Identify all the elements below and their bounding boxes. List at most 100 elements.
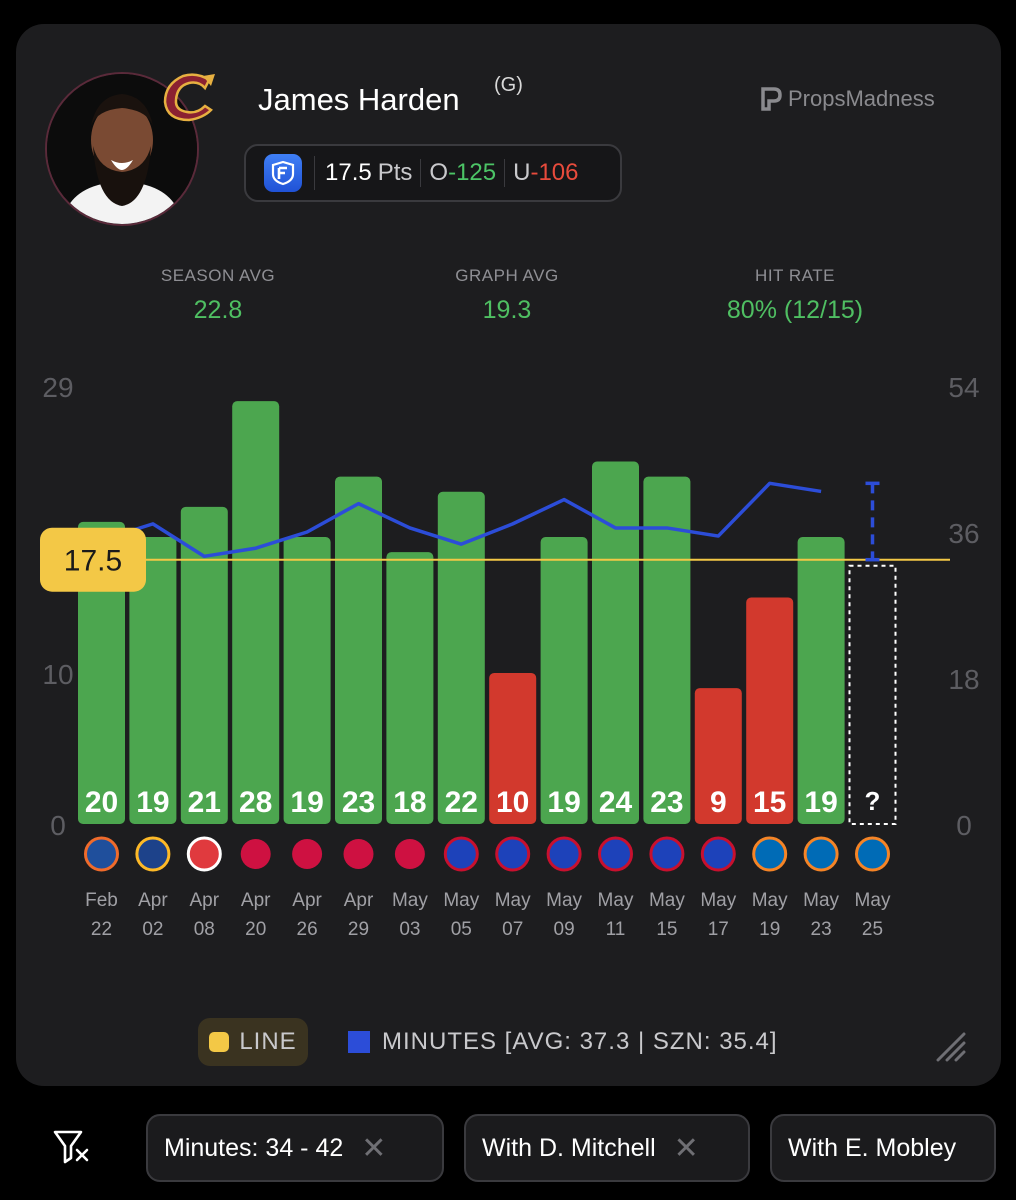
x-tick-month: May (752, 890, 788, 911)
det-pistons-icon (700, 836, 736, 872)
points-bar (540, 537, 588, 824)
under-odds-value: -106 (530, 159, 579, 186)
under-label: U (513, 159, 531, 186)
legend-minutes-label: MINUTES [AVG: 37.3 | SZN: 35.4] (382, 1028, 778, 1055)
filter-chip-label: Minutes: 34 - 42 (164, 1133, 344, 1162)
bar-value-label: 15 (753, 786, 786, 819)
bar-value-label: 20 (85, 786, 118, 819)
minutes-swatch (348, 1031, 370, 1053)
filter-chip-minutes[interactable]: Minutes: 34 - 42 ✕ (146, 1114, 444, 1182)
filter-chip-mitchell[interactable]: With D. Mitchell ✕ (464, 1114, 750, 1182)
nyk-knicks-icon (855, 836, 890, 872)
bar-value-label: 19 (804, 786, 837, 819)
x-tick-month: May (495, 890, 531, 911)
filter-chip-mobley[interactable]: With E. Mobley (770, 1114, 996, 1182)
points-bar (797, 537, 845, 824)
remove-filter-icon[interactable]: ✕ (673, 1131, 699, 1165)
x-tick-day: 15 (656, 919, 677, 940)
brand-logo: PropsMadness (760, 86, 935, 112)
bar-value-label: 23 (650, 786, 683, 819)
fanduel-icon (264, 154, 302, 192)
x-tick-month: Apr (190, 890, 220, 911)
pill-divider (504, 159, 506, 187)
points-bar (129, 537, 177, 824)
x-tick-month: Feb (85, 890, 118, 911)
bar-value-label: 24 (599, 786, 633, 819)
bar-value-label: 23 (342, 786, 375, 819)
points-bar (489, 672, 537, 824)
player-name: James Harden (258, 82, 460, 117)
x-tick-day: 22 (91, 919, 112, 940)
okc-thunder-icon (84, 836, 119, 872)
x-tick-month: May (700, 890, 736, 911)
season-avg-value: 22.8 (193, 296, 243, 324)
points-chart: 0101929018365420192128192318221019242391… (40, 372, 980, 940)
remove-filter-icon[interactable]: ✕ (361, 1131, 387, 1165)
bar-value-label: 19 (547, 786, 580, 819)
x-tick-day: 26 (297, 919, 318, 940)
x-tick-month: May (598, 890, 634, 911)
points-bar (694, 688, 742, 824)
over-label: O (429, 159, 449, 186)
pill-divider (314, 156, 315, 190)
resize-handle-icon[interactable] (934, 1030, 966, 1062)
points-bar (643, 476, 691, 824)
line-value-badge (40, 527, 146, 592)
x-tick-month: May (443, 890, 479, 911)
det-pistons-icon (443, 836, 479, 872)
brand-name: PropsMadness (788, 86, 935, 111)
minutes-line (100, 481, 822, 559)
x-tick-month: Apr (241, 890, 271, 911)
filter-chip-label: With E. Mobley (788, 1133, 957, 1162)
over-odds-value: -125 (448, 159, 497, 186)
bar-value-label: 19 (290, 786, 323, 819)
nyk-knicks-icon (752, 836, 788, 872)
tor-raptors-icon (240, 839, 271, 869)
y-left-tick-label: 0 (50, 810, 66, 841)
y-left-tick-label: 29 (42, 372, 73, 403)
y-right-tick-label: 0 (956, 810, 972, 841)
det-pistons-icon (649, 836, 685, 872)
hit-rate-stat: HIT RATE 80% (12/15) (675, 266, 915, 325)
x-tick-day: 29 (348, 919, 369, 940)
legend-line-toggle[interactable]: LINE (198, 1018, 308, 1066)
hit-rate-label: HIT RATE (755, 266, 835, 285)
season-avg-label: SEASON AVG (160, 266, 276, 285)
y-right-tick-label: 18 (948, 664, 979, 695)
x-tick-day: 25 (862, 919, 883, 940)
nyk-knicks-icon (803, 836, 839, 872)
hit-rate-value: 80% (12/15) (726, 296, 864, 324)
points-bar (746, 597, 794, 824)
x-tick-day: 07 (502, 919, 523, 940)
bar-value-label: 22 (445, 786, 478, 819)
bar-value-label: 21 (188, 786, 221, 819)
bar-value-label: 19 (136, 786, 169, 819)
points-bar (592, 461, 639, 824)
x-tick-day: 05 (451, 919, 472, 940)
legend-minutes-toggle[interactable]: MINUTES [AVG: 37.3 | SZN: 35.4] (348, 1018, 778, 1066)
x-tick-day: 09 (554, 919, 575, 940)
bar-value-label: 9 (710, 786, 727, 819)
x-tick-day: 08 (194, 919, 215, 940)
y-right-tick-label: 36 (948, 518, 979, 549)
x-tick-day: 20 (245, 919, 266, 940)
line-swatch (209, 1032, 230, 1052)
filter-clear-icon[interactable] (52, 1128, 92, 1168)
bar-value-label: 28 (239, 786, 272, 819)
points-bar (437, 491, 485, 824)
x-tick-day: 02 (142, 919, 163, 940)
pill-divider (420, 159, 422, 187)
prop-line-pill[interactable]: 17.5 Pts O-125 U-106 (244, 144, 622, 202)
filter-chip-label: With D. Mitchell (482, 1133, 656, 1162)
under-odds: U-106 (513, 159, 578, 187)
x-tick-day: 19 (759, 919, 780, 940)
x-tick-day: 11 (606, 919, 626, 940)
prop-details: 17.5 Pts (325, 159, 412, 187)
det-pistons-icon (495, 836, 531, 872)
line-value-label: 17.5 (64, 545, 122, 578)
x-tick-day: 23 (811, 919, 832, 940)
points-bar (180, 506, 228, 824)
pending-value-label: ? (865, 786, 881, 816)
bar-value-label: 10 (496, 786, 529, 819)
legend-line-label: LINE (239, 1028, 297, 1055)
